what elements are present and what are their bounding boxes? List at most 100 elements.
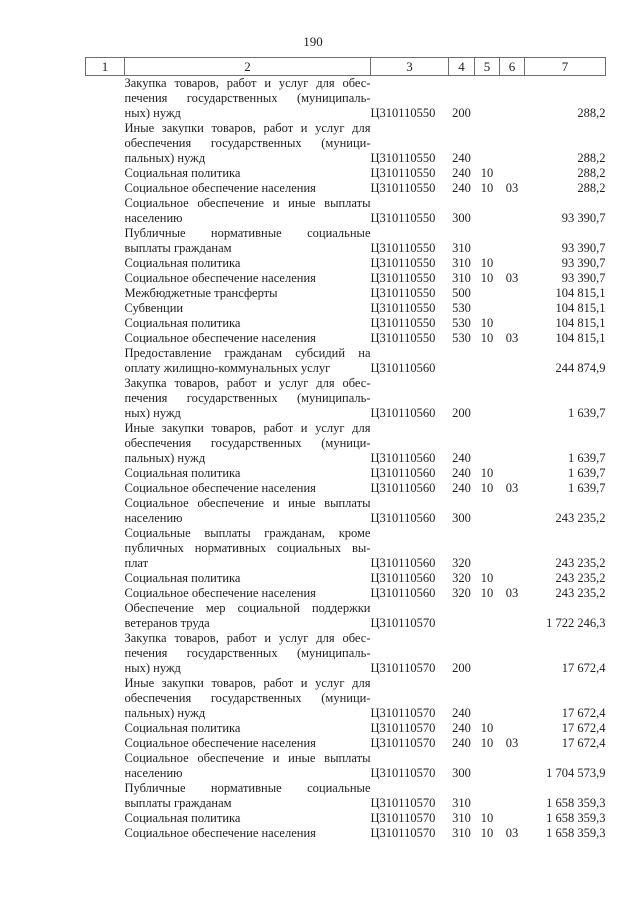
activity-name-cell: Социальное обеспечение населения: [125, 331, 371, 346]
expense-type-cell: 530: [452, 301, 471, 315]
row-number-cell: [86, 166, 125, 181]
activity-name-cell: Социальная политика: [125, 466, 371, 481]
target-article-code-cell: Ц310110570: [370, 766, 436, 780]
header-col-5: 5: [474, 57, 500, 76]
section-cell: 10: [480, 721, 494, 735]
table-row: Социальное обеспечение населения Ц3101105…: [86, 271, 606, 286]
table-row: Социальное обеспечение и иные выплаты нас…: [86, 751, 606, 781]
table-row: Социальная политика Ц310110570 310 10 1 658 …: [86, 811, 606, 826]
activity-name-line: плат: [124, 556, 149, 570]
activity-name-line: обеспечения государственных (муници-: [124, 136, 371, 150]
target-article-code-cell: Ц310110550: [370, 211, 436, 225]
expense-type-cell: 300: [452, 211, 471, 225]
amount-cell: 104 815,1: [555, 301, 606, 315]
target-article-code-cell: Ц310110550: [370, 151, 436, 165]
expense-type-cell: [449, 346, 475, 376]
activity-name-cell: Иные закупки товаров, работ и услуг для о…: [125, 676, 371, 721]
amount-cell: 104 815,1: [555, 286, 606, 300]
subsection-cell: [500, 196, 525, 226]
header-col-2: 2: [124, 57, 371, 76]
activity-name-line: Предоставление гражданам субсидий на: [124, 346, 371, 360]
amount-cell: 1 639,7: [568, 481, 606, 495]
table-row: Публичные нормативные социальные выплаты …: [86, 781, 606, 811]
expense-type-cell: 240: [452, 151, 471, 165]
table-header: 1 2 3 4 5 6 7: [85, 57, 606, 76]
subsection-cell: [500, 226, 525, 256]
row-number-cell: [86, 631, 125, 676]
table-row: Социальное обеспечение населения Ц3101105…: [86, 481, 606, 496]
section-cell: [475, 346, 500, 376]
activity-name-line: Иные закупки товаров, работ и услуг для: [124, 676, 371, 690]
target-article-code-cell: Ц310110570: [370, 706, 436, 720]
table-row: Социальная политика Ц310110570 240 10 17 672…: [86, 721, 606, 736]
activity-name-line: ных) нужд: [124, 661, 181, 675]
activity-name-cell: Социальное обеспечение и иные выплаты нас…: [125, 751, 371, 781]
target-article-code-cell: Ц310110550: [370, 331, 436, 345]
activity-name-line: населению: [124, 766, 183, 780]
activity-name-cell: Межбюджетные трансферты: [125, 286, 371, 301]
activity-name-line: Социальная политика: [124, 571, 241, 585]
section-cell: [475, 781, 500, 811]
activity-name-line: обеспечения государственных (муници-: [124, 436, 371, 450]
table-row: Публичные нормативные социальные выплаты …: [86, 226, 606, 256]
activity-name-line: населению: [124, 511, 183, 525]
expense-type-cell: 310: [452, 271, 471, 285]
activity-name-line: Субвенции: [124, 301, 184, 315]
target-article-code-cell: Ц310110570: [370, 796, 436, 810]
subsection-cell: 03: [505, 331, 519, 345]
target-article-code-cell: Ц310110550: [370, 256, 436, 270]
row-number-cell: [86, 601, 125, 631]
activity-name-cell: Социальная политика: [125, 571, 371, 586]
section-cell: [475, 631, 500, 676]
activity-name-line: Публичные нормативные социальные: [124, 781, 371, 795]
expense-type-cell: 240: [452, 481, 471, 495]
row-number-cell: [86, 826, 125, 841]
header-col-7: 7: [524, 57, 606, 76]
table-row: Социальное обеспечение населения Ц3101105…: [86, 331, 606, 346]
amount-cell: 288,2: [577, 181, 606, 195]
amount-cell: 244 874,9: [555, 361, 606, 375]
table-row: Социальное обеспечение и иные выплаты нас…: [86, 496, 606, 526]
amount-cell: 288,2: [577, 151, 606, 165]
target-article-code-cell: Ц310110560: [370, 511, 436, 525]
amount-cell: 93 390,7: [561, 241, 606, 255]
section-cell: 10: [480, 166, 494, 180]
table-row: Межбюджетные трансферты Ц310110550 500 104 …: [86, 286, 606, 301]
table-header-row: 1 2 3 4 5 6 7: [85, 57, 606, 76]
target-article-code-cell: Ц310110570: [370, 721, 436, 735]
activity-name-line: Социальное обеспечение и иные выплаты: [124, 196, 371, 210]
row-number-cell: [86, 736, 125, 751]
expense-type-cell: 300: [452, 766, 471, 780]
row-number-cell: [86, 721, 125, 736]
row-number-cell: [86, 181, 125, 196]
table-body: Закупка товаров, работ и услуг для обес-…: [86, 76, 606, 842]
activity-name-line: Социальное обеспечение населения: [124, 181, 316, 195]
expense-type-cell: 240: [452, 451, 471, 465]
row-number-cell: [86, 571, 125, 586]
section-cell: 10: [480, 586, 494, 600]
subsection-cell: [500, 376, 525, 421]
section-cell: [475, 676, 500, 721]
amount-cell: 104 815,1: [555, 331, 606, 345]
row-number-cell: [86, 466, 125, 481]
table-row: Закупка товаров, работ и услуг для обес-…: [86, 631, 606, 676]
section-cell: 10: [480, 826, 494, 840]
target-article-code-cell: Ц310110570: [370, 661, 436, 675]
activity-name-cell: Социальная политика: [125, 256, 371, 271]
activity-name-cell: Социальное обеспечение и иные выплаты нас…: [125, 196, 371, 226]
activity-name-line: Социальное обеспечение населения: [124, 481, 316, 495]
activity-name-line: Социальное обеспечение населения: [124, 586, 316, 600]
expense-type-cell: 310: [452, 241, 471, 255]
target-article-code-cell: Ц310110550: [370, 241, 436, 255]
header-col-1: 1: [85, 57, 125, 76]
expense-type-cell: 240: [452, 466, 471, 480]
table-row: Иные закупки товаров, работ и услуг для о…: [86, 421, 606, 466]
section-cell: [475, 286, 500, 301]
expense-type-cell: 200: [452, 406, 471, 420]
activity-name-line: Закупка товаров, работ и услуг для обес-: [124, 376, 371, 390]
subsection-cell: [500, 631, 525, 676]
activity-name-cell: Социальное обеспечение населения: [125, 826, 371, 841]
subsection-cell: [500, 811, 525, 826]
expense-type-cell: 310: [452, 256, 471, 270]
activity-name-line: ных) нужд: [124, 406, 181, 420]
